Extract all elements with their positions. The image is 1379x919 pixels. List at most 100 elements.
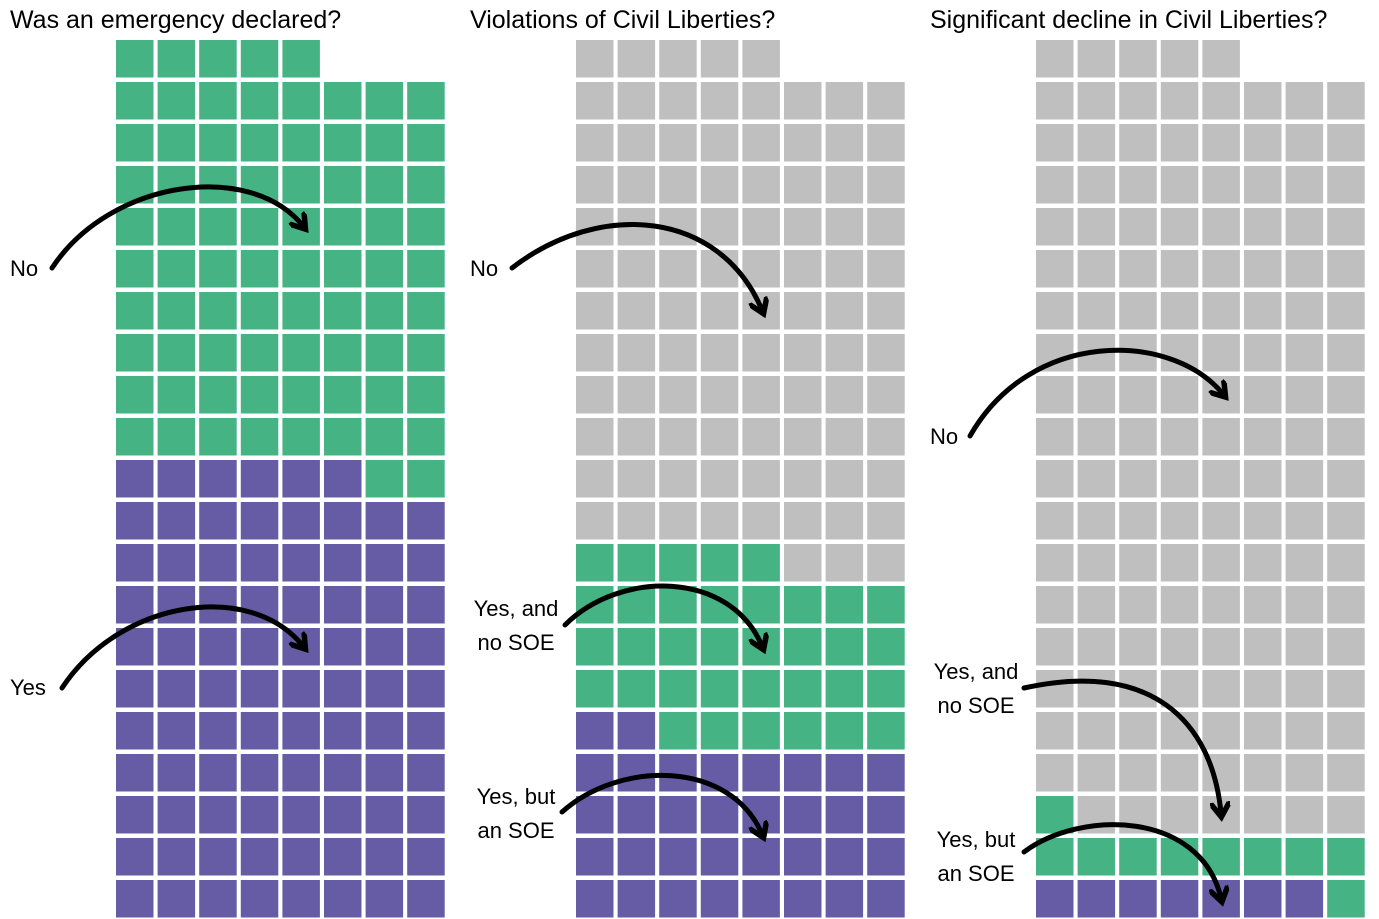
label-line: an SOE [937,861,1015,886]
waffle-cell-yes-and-no-soe [659,586,697,624]
arrow-p3-yes-and [1021,678,1221,813]
waffle-cell-yes [157,628,196,666]
waffle-cell-no [157,250,196,288]
waffle-cell-yes-but-an-soe [659,838,697,876]
waffle-cell-no [157,40,196,78]
waffle-cell-no [157,376,196,414]
waffle-cell-no [324,82,362,120]
waffle-cell-no [867,124,905,162]
waffle-cell-no [784,502,822,540]
waffle-cell-yes [365,544,404,582]
waffle-cell-yes-and-no-soe [867,628,905,666]
waffle-cell-no [199,208,237,246]
waffle-cell-no [1160,670,1199,708]
waffle-cell-no [1327,166,1365,204]
waffle-cell-no [1327,670,1365,708]
waffle-cell-no [617,502,656,540]
waffle-cell-no [784,208,822,246]
waffle-cell-no [1160,166,1199,204]
waffle-cell-no [659,502,697,540]
waffle-cell-yes-and-no-soe [784,712,822,750]
waffle-cell-no [576,82,614,120]
waffle-cell-no [1244,586,1282,624]
waffle-cell-no [617,40,656,78]
waffle-cell-yes-and-no-soe [617,670,656,708]
waffle-cell-yes [407,880,445,918]
waffle-cell-no [1036,754,1074,792]
waffle-cell-yes-but-an-soe [1077,880,1116,918]
waffle-cell-yes-and-no-soe [659,628,697,666]
waffle-cell-no [1160,418,1199,456]
waffle-cell-no [1202,460,1240,498]
waffle-cell-yes-and-no-soe [742,670,780,708]
waffle-cell-yes-and-no-soe [1036,838,1074,876]
waffle-cell-no [1285,376,1324,414]
waffle-cell-no [407,124,445,162]
waffle-cell-yes-but-an-soe [659,754,697,792]
waffle-cell-no [1202,502,1240,540]
waffle-cell-yes-but-an-soe [576,712,614,750]
waffle-cell-yes [116,796,154,834]
waffle-cell-no [1285,586,1324,624]
waffle-cell-no [1036,292,1074,330]
waffle-cell-no [324,418,362,456]
waffle-cell-yes [157,796,196,834]
waffle-cell-yes-but-an-soe [1036,880,1074,918]
waffle-cell-no [1119,250,1157,288]
waffle-cell-yes-and-no-soe [825,670,864,708]
waffle-cell-yes [199,838,237,876]
waffle-cell-no [700,208,739,246]
waffle-cell-no [282,292,320,330]
waffle-cell-yes-but-an-soe [784,754,822,792]
waffle-cell-yes-and-no-soe [784,586,822,624]
waffle-cell-no [617,82,656,120]
waffle-cell-no [1036,628,1074,666]
waffle-cell-no [867,292,905,330]
waffle-cell-yes [157,880,196,918]
panel-3-title: Significant decline in Civil Liberties? [930,6,1328,34]
waffle-cell-no [1036,166,1074,204]
waffle-cell-yes-but-an-soe [867,838,905,876]
waffle-cell-yes [157,586,196,624]
label-line: no SOE [937,693,1015,718]
waffle-cell-no [1202,292,1240,330]
waffle-cell-no [1160,460,1199,498]
waffle-cell-yes-but-an-soe [867,796,905,834]
waffle-cell-no [240,250,279,288]
waffle-cell-yes [157,712,196,750]
waffle-cell-no [240,292,279,330]
waffle-cell-no [1244,418,1282,456]
waffle-cell-no [1119,754,1157,792]
waffle-cell-no [825,376,864,414]
waffle-cell-no [116,82,154,120]
waffle-cell-yes-but-an-soe [617,838,656,876]
waffle-cell-yes-but-an-soe [825,838,864,876]
waffle-cell-no [659,250,697,288]
waffle-cell-no [1244,376,1282,414]
waffle-cell-yes-but-an-soe [700,880,739,918]
waffle-cell-no [1202,628,1240,666]
waffle-cell-yes [282,880,320,918]
waffle-cell-yes [199,460,237,498]
waffle-cell-no [1119,586,1157,624]
waffle-cell-no [825,124,864,162]
waffle-cell-no [157,166,196,204]
waffle-cell-yes [282,502,320,540]
waffle-cell-yes [240,880,279,918]
waffle-cell-yes [365,670,404,708]
waffle-cell-yes-and-no-soe [867,712,905,750]
waffle-cell-no [157,82,196,120]
waffle-cell-yes-but-an-soe [825,880,864,918]
waffle-cell-no [742,376,780,414]
waffle-cell-yes [407,838,445,876]
arrow-p1-no [49,184,303,271]
waffle-cell-no [240,418,279,456]
waffle-cell-no [867,334,905,372]
waffle-cell-yes [407,502,445,540]
waffle-cell-yes [157,670,196,708]
waffle-cell-no [1036,670,1074,708]
waffle-cell-yes-but-an-soe [576,880,614,918]
waffle-cell-yes [282,460,320,498]
label-p3-yes-and: Yes, and no SOE [928,655,1024,723]
waffle-cell-no [1244,292,1282,330]
